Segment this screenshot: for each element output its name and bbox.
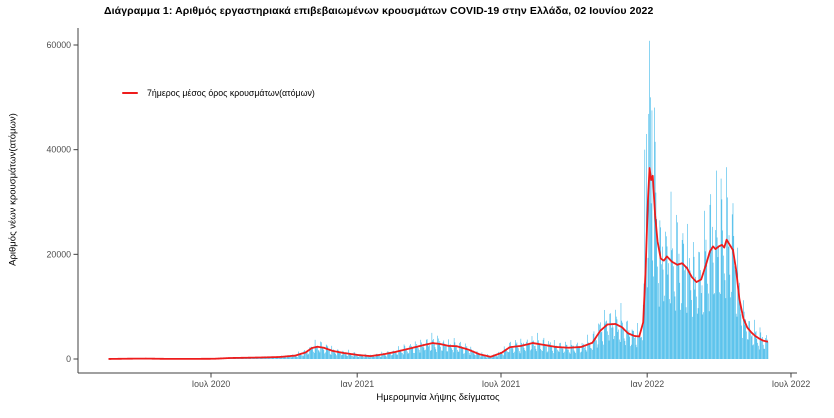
- legend-line-swatch-icon: [122, 91, 138, 95]
- x-tick-label: Ιουλ 2020: [192, 379, 231, 389]
- y-tick-label: 20000: [47, 249, 72, 259]
- x-tick-label: Ιαν 2022: [630, 379, 664, 389]
- x-tick-label: Ιουλ 2022: [772, 379, 811, 389]
- x-tick-label: Ιουλ 2021: [482, 379, 521, 389]
- x-tick-label: Ιαν 2021: [340, 379, 374, 389]
- daily-cases-bars: [125, 40, 769, 360]
- chart-title: Διάγραμμα 1: Αριθμός εργαστηριακά επιβεβ…: [104, 5, 654, 17]
- y-tick-label: 60000: [47, 40, 72, 50]
- y-tick-label: 0: [66, 354, 71, 364]
- seven-day-average-line: [108, 167, 769, 360]
- legend-label: 7ήμερος μέσος όρος κρουσμάτων(ατόμων): [147, 88, 315, 98]
- x-axis-title: Ημερομηνία λήψης δείγματος: [376, 392, 500, 403]
- y-tick-label: 40000: [47, 145, 72, 155]
- y-axis-title: Αριθμός νέων κρουσμάτων(ατόμων): [7, 113, 19, 266]
- legend: 7ήμερος μέσος όρος κρουσμάτων(ατόμων): [122, 88, 315, 98]
